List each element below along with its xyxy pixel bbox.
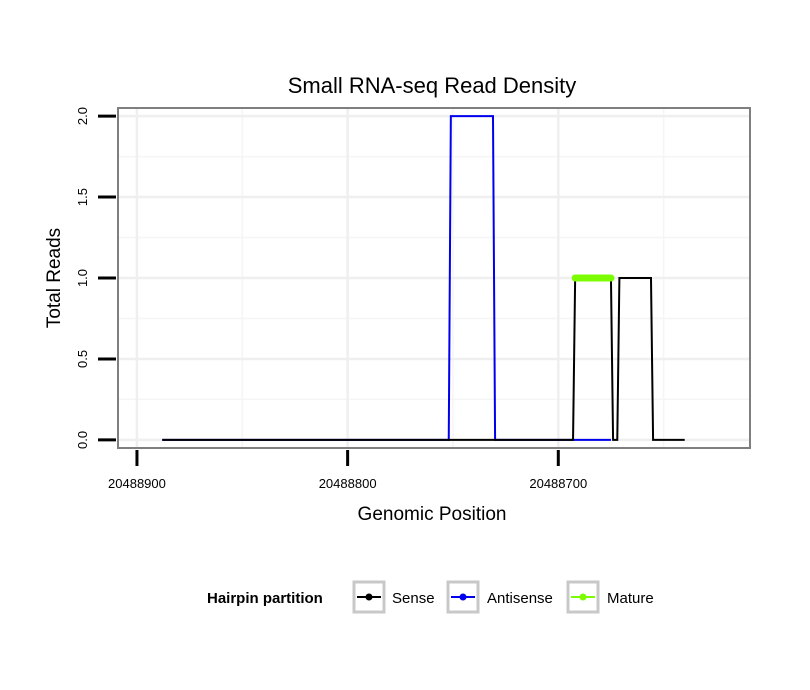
legend-item-sense: Sense — [352, 580, 435, 614]
legend-dot-mature — [579, 593, 587, 601]
x-axis: 20488900 20488800 20488700 — [108, 450, 587, 491]
y-tick-label: 0.0 — [75, 431, 90, 449]
legend-label-antisense: Antisense — [487, 590, 553, 607]
y-tick-label: 1.5 — [75, 188, 90, 206]
legend-title: Hairpin partition — [207, 590, 323, 607]
y-axis-title: Total Reads — [44, 228, 65, 328]
legend-label-sense: Sense — [392, 590, 435, 607]
plot-border — [117, 107, 751, 449]
y-tick-label: 0.5 — [75, 350, 90, 368]
series-line-sense — [162, 277, 685, 441]
x-tick-label: 20488900 — [108, 476, 166, 491]
chart-title: Small RNA-seq Read Density — [288, 73, 577, 98]
x-tick-label: 20488700 — [529, 476, 587, 491]
legend-item-mature: Mature — [566, 580, 654, 614]
legend-dot-sense — [365, 593, 373, 601]
series-line-antisense — [162, 115, 611, 441]
x-axis-title: Genomic Position — [358, 504, 507, 525]
y-axis: 0.0 0.5 1.0 1.5 2.0 — [75, 107, 116, 449]
x-tick-label: 20488800 — [319, 476, 377, 491]
y-tick-label: 1.0 — [75, 269, 90, 287]
legend-label-mature: Mature — [607, 590, 654, 607]
legend-dot-antisense — [459, 593, 467, 601]
series-layer — [162, 115, 685, 441]
y-tick-label: 2.0 — [75, 107, 90, 125]
legend: Hairpin partition Sense Antisense Mature — [207, 580, 654, 614]
legend-item-antisense: Antisense — [446, 580, 553, 614]
